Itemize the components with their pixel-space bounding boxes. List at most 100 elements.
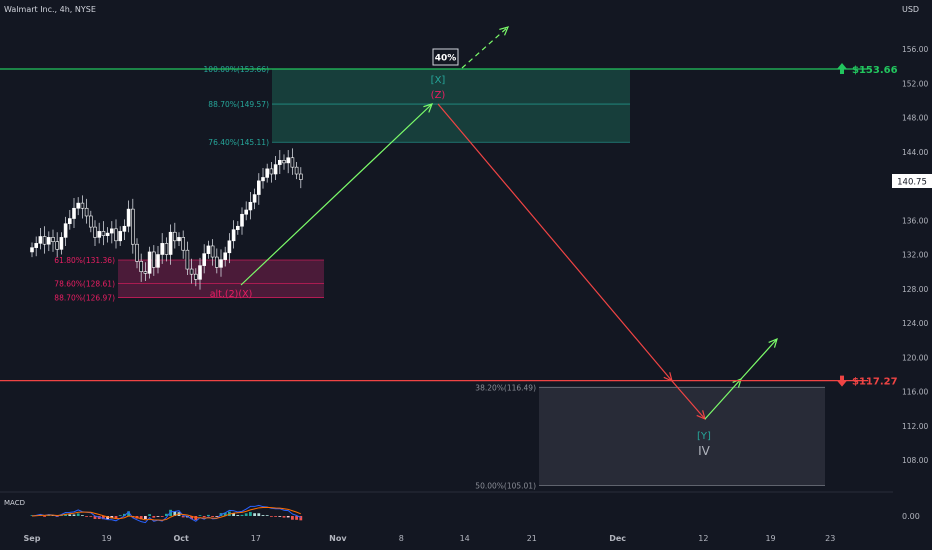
y-tick-label: 152.00 (902, 79, 928, 88)
candle-body (168, 231, 173, 255)
macd-bar (278, 516, 282, 517)
candle-body (105, 232, 110, 236)
candle (277, 150, 282, 175)
macd-bar (169, 509, 172, 516)
candle (76, 197, 80, 216)
x-tick-label: 19 (102, 534, 112, 543)
macd-bar (165, 513, 168, 516)
candle-body (152, 251, 156, 268)
candle (202, 244, 206, 274)
candle-body (38, 236, 43, 244)
macd-bar (299, 516, 303, 521)
level-down-arrow-icon (837, 375, 847, 387)
candle (240, 207, 244, 235)
macd-bar (190, 516, 193, 520)
macd-bar (232, 513, 235, 516)
wave-arrow-up-3 (740, 338, 778, 380)
candle-body (252, 194, 257, 203)
macd-bar (64, 513, 67, 516)
candle (147, 246, 152, 279)
macd-bar (211, 516, 214, 517)
x-tick-label: 17 (251, 534, 261, 543)
candles-layer (30, 148, 303, 290)
x-axis[interactable]: Sep 19 Oct 17 Nov 8 14 21 Dec 12 19 23 (24, 534, 836, 543)
candle-body (294, 166, 299, 175)
last-price-tag (892, 174, 932, 188)
candle-body (68, 218, 72, 224)
macd-bar (72, 514, 76, 516)
macd-bar (295, 516, 298, 520)
candle-body (261, 177, 265, 182)
wave-arrow-extension-head (499, 26, 510, 36)
candle (198, 257, 202, 290)
candle-body (143, 271, 148, 274)
candle (189, 258, 194, 284)
macd-bar (282, 516, 286, 518)
x-tick-label: 19 (765, 534, 775, 543)
wave-arrow-up-1 (240, 103, 433, 286)
macd-bar (76, 513, 80, 516)
macd-bar (253, 513, 256, 516)
y-tick-label: 148.00 (902, 114, 928, 123)
candle-body (290, 157, 295, 168)
candle (215, 248, 219, 274)
candle (223, 246, 227, 267)
candle (294, 162, 299, 180)
macd-bar (286, 516, 290, 518)
y-tick-label: 144.00 (902, 148, 928, 157)
level-up-arrow-icon (837, 63, 847, 75)
candle (177, 232, 181, 246)
candle-body (223, 252, 227, 260)
candle-body (76, 202, 80, 209)
candle-body (194, 273, 198, 280)
macd-bar (160, 516, 164, 517)
candle (227, 233, 232, 264)
candle-body (63, 223, 68, 238)
correction-zone-label-0: 38.20%(116.49) (475, 383, 536, 392)
y-tick-label: 108.00 (902, 456, 928, 465)
candle-body (89, 215, 93, 228)
candle (173, 222, 177, 249)
wave-label-alt-2x: alt.(2)(X) (210, 289, 253, 300)
candle (219, 249, 223, 277)
candle (97, 222, 101, 244)
macd-bar (127, 511, 130, 516)
macd-line (31, 504, 302, 524)
candle-body (185, 249, 190, 270)
candle (168, 224, 173, 265)
wave-arrow-up-1-head (423, 103, 434, 113)
candle (42, 226, 47, 254)
candle (261, 168, 265, 189)
levels-layer: $153.66 $117.27 (0, 63, 898, 388)
x-tick-label: 8 (399, 534, 404, 543)
wave-label-x: [X] (431, 75, 446, 86)
candle (164, 237, 169, 262)
macd-bar (215, 516, 219, 517)
macd-bar (156, 516, 160, 517)
candle (34, 236, 39, 257)
candle (185, 241, 190, 276)
y-axis[interactable]: 156.00 152.00 148.00 144.00 136.00 132.00 128.… (902, 45, 928, 465)
x-tick-label: 14 (460, 534, 470, 543)
candle (30, 242, 34, 258)
candle-body (189, 268, 194, 275)
candle (290, 148, 295, 175)
macd-bar (139, 516, 143, 520)
candle-body (277, 160, 282, 165)
x-tick-label: Oct (174, 534, 190, 543)
candle-body (93, 226, 97, 238)
candle (131, 198, 135, 254)
macd-axis-value: 0.00 (902, 512, 920, 521)
candle-body (202, 253, 206, 266)
candle (210, 239, 215, 266)
candle-body (101, 231, 106, 236)
candle (298, 167, 303, 189)
candle (55, 232, 60, 258)
candle (80, 195, 85, 219)
macd-bar (123, 513, 126, 516)
macd-bar (43, 516, 46, 517)
macd-bar (240, 514, 244, 516)
candle (269, 162, 274, 183)
x-tick-label: 21 (527, 534, 537, 543)
